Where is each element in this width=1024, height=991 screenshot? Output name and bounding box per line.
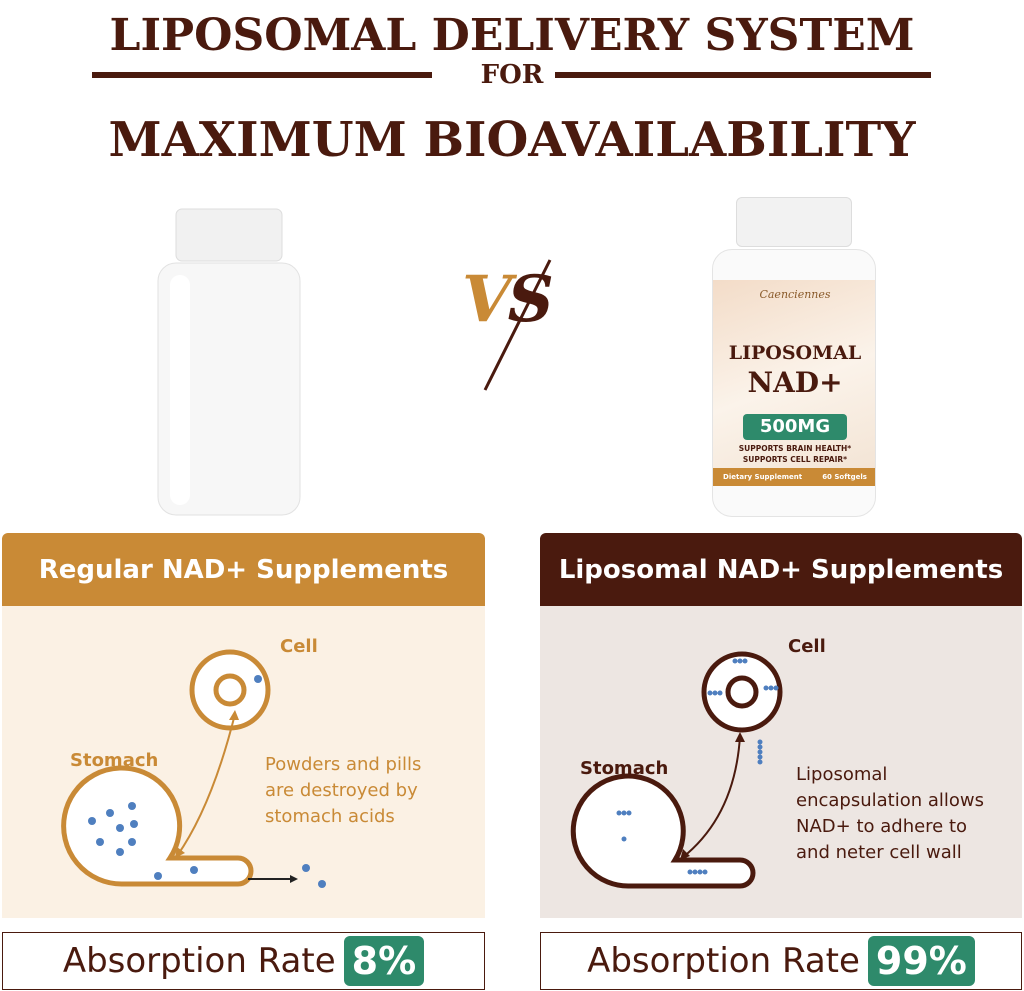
rate-value: 99% <box>867 936 975 986</box>
divider-right <box>555 72 931 78</box>
dose-badge: 500MG <box>743 414 847 440</box>
headline-line1: LIPOSOMAL DELIVERY SYSTEM <box>109 10 915 61</box>
regular-diagram <box>61 649 326 888</box>
stomach-shape <box>61 765 254 887</box>
liposomal-absorption-rate: Absorption Rate 99% <box>540 932 1022 990</box>
softgel-count: 60 Softgels <box>822 473 867 481</box>
liposomal-description: Liposomal encapsulation allows NAD+ to adh… <box>796 764 984 863</box>
claim-1: SUPPORTS BRAIN HEALTH* <box>738 444 852 453</box>
rate-label: Absorption Rate <box>62 941 336 981</box>
regular-header: Regular NAD+ Supplements <box>2 533 485 606</box>
liposomal-diagram <box>570 651 783 889</box>
claim-2: SUPPORTS CELL REPAIR* <box>742 455 848 464</box>
headline-line3: MAXIMUM BIOAVAILABILITY <box>108 112 916 168</box>
regular-diagram-panel: Cell Stomach Powders and pills are destro… <box>2 606 485 918</box>
supplement-type: Dietary Supplement <box>723 473 803 481</box>
product-name-2: NAD+ <box>747 366 843 399</box>
brand-logo: Caenciennes <box>759 288 831 301</box>
rate-value: 8% <box>343 936 425 986</box>
liposomal-diagram-panel: Cell Stomach Liposomal encapsulation allo… <box>540 606 1022 918</box>
headline-line2: FOR <box>480 60 544 90</box>
cell-label: Cell <box>280 636 318 657</box>
plain-bottle-image <box>157 208 301 516</box>
regular-absorption-rate: Absorption Rate 8% <box>2 932 485 990</box>
product-name-1: LIPOSOMAL <box>728 342 862 364</box>
cell-label: Cell <box>788 636 826 657</box>
stomach-label: Stomach <box>70 750 159 771</box>
versus-slash <box>483 259 552 391</box>
vs-text: VS <box>462 262 554 337</box>
divider-left <box>92 72 432 78</box>
stomach-label: Stomach <box>580 758 669 779</box>
regular-description: Powders and pills are destroyed by stomach… <box>265 754 422 827</box>
stomach-shape <box>570 773 756 889</box>
liposomal-header: Liposomal NAD+ Supplements <box>540 533 1022 606</box>
rate-label: Absorption Rate <box>587 941 860 981</box>
product-bottle-image: Caenciennes LIPOSOMAL NAD+ 500MG SUPPORT… <box>708 195 878 520</box>
